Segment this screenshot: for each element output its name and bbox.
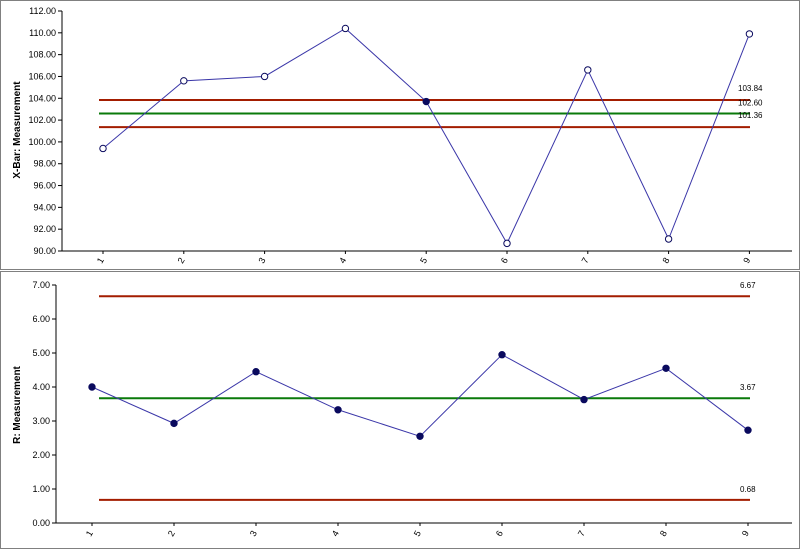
r-data-point bbox=[334, 406, 342, 414]
xbar-x-tick-label: 4 bbox=[337, 256, 348, 265]
r-y-tick-label: 4.00 bbox=[32, 382, 50, 392]
r-y-tick-label: 2.00 bbox=[32, 450, 50, 460]
xbar-y-tick-label: 90.00 bbox=[33, 246, 56, 256]
r-x-tick-label: 9 bbox=[740, 529, 751, 538]
xbar-data-point bbox=[422, 97, 430, 106]
r-ucl-label: 6.67 bbox=[740, 281, 756, 290]
xbar-y-tick-label: 98.00 bbox=[33, 159, 56, 169]
xbar-data-point bbox=[745, 30, 754, 38]
r-y-tick-label: 5.00 bbox=[32, 348, 50, 358]
r-data-point bbox=[498, 351, 506, 359]
xbar-y-tick-label: 96.00 bbox=[33, 181, 56, 191]
xbar-y-tick-label: 92.00 bbox=[33, 224, 56, 234]
xbar-y-tick-label: 108.00 bbox=[28, 50, 56, 60]
xbar-x-tick-label: 6 bbox=[499, 256, 510, 265]
r-y-tick-label: 6.00 bbox=[32, 314, 50, 324]
r-data-point bbox=[252, 368, 260, 376]
r-panel-frame bbox=[0, 271, 800, 549]
xbar-data-point bbox=[260, 72, 269, 81]
r-data-point bbox=[744, 426, 752, 434]
r-chart: R: Measurement 0.00 1.00 2.00 3.00 4.00 5.00 6… bbox=[12, 280, 792, 538]
xbar-center-label: 102.60 bbox=[738, 99, 763, 108]
xbar-x-tick-label: 7 bbox=[580, 256, 591, 265]
xbar-x-tick-label: 5 bbox=[418, 256, 429, 265]
xbar-data-point bbox=[664, 235, 673, 243]
xbar-data-point bbox=[341, 24, 350, 33]
r-y-tick-label: 1.00 bbox=[32, 484, 50, 494]
xbar-y-tick-label: 106.00 bbox=[28, 71, 56, 81]
xbar-y-tick-label: 100.00 bbox=[28, 137, 56, 147]
xbar-chart: X-Bar: Measurement 90.00 92.00 94.00 96.00 9… bbox=[12, 6, 792, 265]
r-x-tick-label: 4 bbox=[330, 529, 341, 538]
xbar-y-tick-label: 94.00 bbox=[33, 202, 56, 212]
xbar-y-axis-label: X-Bar: Measurement bbox=[12, 81, 23, 179]
r-data-point bbox=[416, 432, 424, 440]
xbar-ucl-label: 103.84 bbox=[738, 84, 763, 93]
xbar-y-tick-label: 104.00 bbox=[28, 93, 56, 103]
r-y-tick-label: 0.00 bbox=[32, 518, 50, 528]
r-y-tick-label: 7.00 bbox=[32, 280, 50, 290]
xbar-data-point bbox=[584, 66, 592, 74]
r-data-point bbox=[88, 383, 96, 391]
xbar-x-tick-label: 3 bbox=[256, 256, 267, 265]
r-y-tick-label: 3.00 bbox=[32, 416, 50, 426]
xbar-data-point bbox=[503, 239, 511, 248]
r-x-tick-label: 1 bbox=[84, 529, 95, 538]
r-x-tick-label: 8 bbox=[658, 529, 669, 538]
xbar-x-tick-label: 9 bbox=[741, 256, 752, 265]
xbar-x-tick-label: 2 bbox=[176, 256, 187, 265]
xbar-data-point bbox=[180, 77, 188, 85]
r-x-tick-label: 7 bbox=[576, 529, 587, 538]
xbar-data-point bbox=[99, 144, 107, 153]
xbar-x-tick-label: 1 bbox=[95, 256, 106, 265]
r-x-tick-label: 3 bbox=[248, 529, 259, 538]
r-data-point bbox=[580, 395, 588, 404]
xbar-panel-frame bbox=[0, 0, 800, 270]
r-center-label: 3.67 bbox=[740, 383, 756, 392]
r-data-point bbox=[662, 364, 670, 372]
r-y-axis-label: R: Measurement bbox=[12, 365, 23, 443]
xbar-y-tick-label: 102.00 bbox=[28, 115, 56, 125]
xbar-y-tick-label: 110.00 bbox=[29, 28, 56, 38]
xbar-lcl-label: 101.36 bbox=[738, 111, 763, 120]
r-x-tick-label: 2 bbox=[166, 529, 177, 538]
xbar-x-tick-label: 8 bbox=[660, 256, 671, 265]
r-x-tick-label: 6 bbox=[494, 529, 505, 538]
r-lcl-label: 0.68 bbox=[740, 485, 756, 494]
r-x-tick-label: 5 bbox=[412, 529, 423, 538]
r-data-point bbox=[170, 419, 178, 428]
xbar-y-tick-label: 112.00 bbox=[29, 6, 56, 16]
